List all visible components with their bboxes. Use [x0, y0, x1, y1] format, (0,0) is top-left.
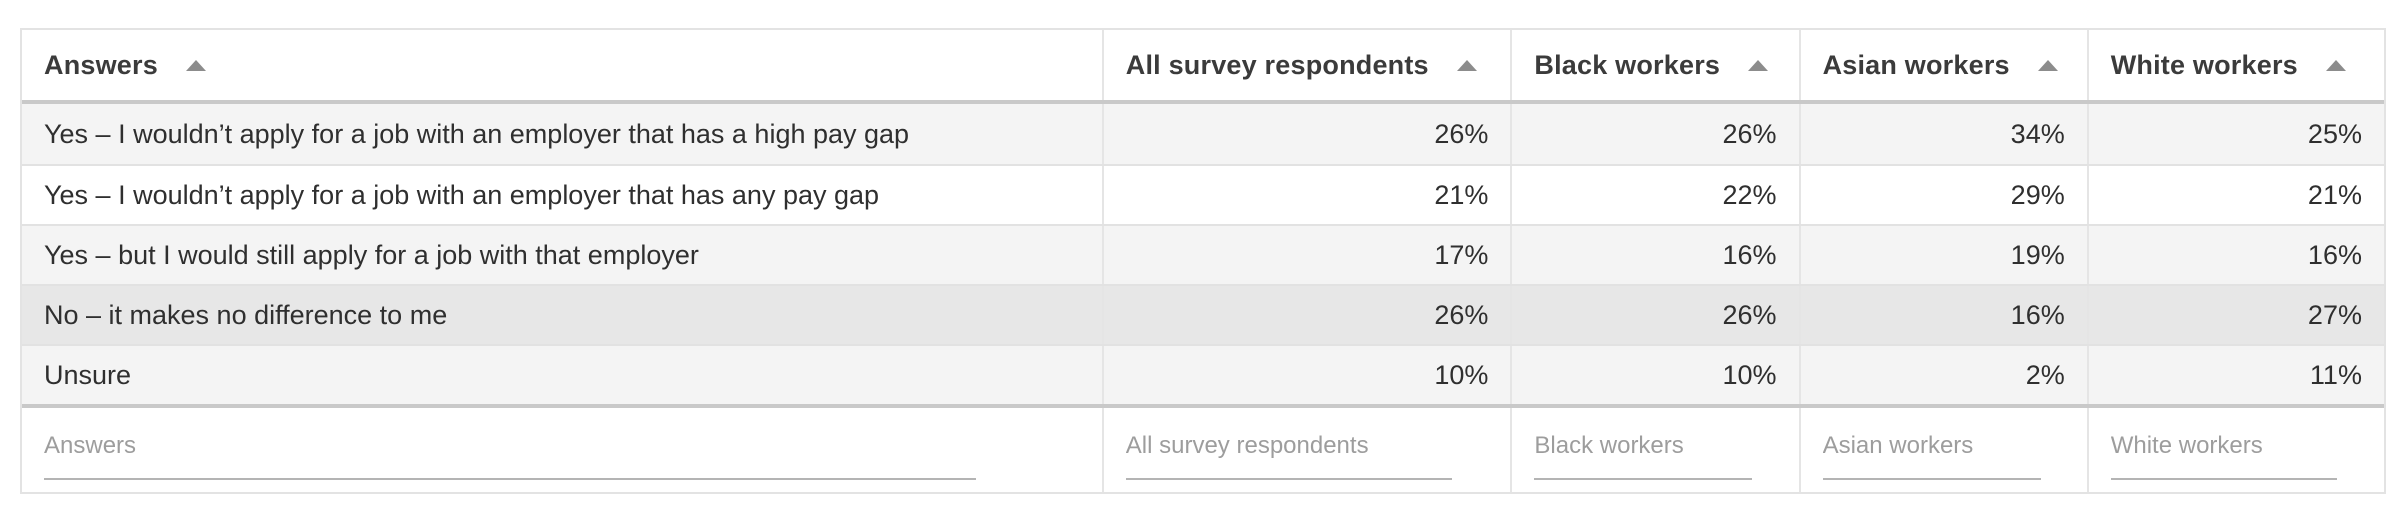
- table-filter-row: [22, 404, 2384, 492]
- column-header-label: White workers: [2110, 49, 2298, 80]
- table-row[interactable]: Yes – I wouldn’t apply for a job with an…: [22, 104, 2384, 164]
- filter-cell-all-survey-respondents: [1104, 408, 1513, 492]
- sort-ascending-icon: [1456, 59, 1477, 71]
- table-row-highlighted[interactable]: No – it makes no difference to me 26% 26…: [22, 284, 2384, 344]
- survey-results-table: Answers All survey respondents Black wor…: [20, 28, 2386, 494]
- value-cell-asian-workers: 2%: [1801, 346, 2089, 404]
- table-row[interactable]: Yes – I wouldn’t apply for a job with an…: [22, 164, 2384, 224]
- answer-cell: Unsure: [22, 346, 1104, 404]
- column-header-label: Answers: [44, 49, 158, 80]
- value-cell-black-workers: 16%: [1512, 226, 1801, 284]
- value-cell-all-survey-respondents: 26%: [1104, 104, 1513, 164]
- value-cell-asian-workers: 19%: [1801, 226, 2089, 284]
- value-cell-white-workers: 21%: [2307, 179, 2362, 210]
- value-cell-asian-workers: 16%: [1801, 286, 2089, 344]
- value-cell-black-workers: 26%: [1512, 104, 1801, 164]
- sort-ascending-icon: [185, 59, 206, 71]
- value-cell-white-workers: 27%: [2307, 299, 2362, 330]
- filter-cell-answers: [22, 408, 1104, 492]
- value-cell-asian-workers: 34%: [1801, 104, 2089, 164]
- filter-input-black-workers[interactable]: [1534, 432, 1753, 480]
- value-cell-white-workers: 16%: [2307, 239, 2362, 270]
- table-row[interactable]: Unsure 10% 10% 2% 11%: [22, 344, 2384, 404]
- column-header-black-workers[interactable]: Black workers: [1512, 30, 1801, 100]
- answer-cell: Yes – I wouldn’t apply for a job with an…: [22, 104, 1104, 164]
- column-header-label: Asian workers: [1822, 49, 2010, 80]
- column-header-white-workers[interactable]: White workers: [2089, 30, 2384, 100]
- value-cell-black-workers: 26%: [1512, 286, 1801, 344]
- value-cell-all-survey-respondents: 21%: [1104, 166, 1513, 224]
- column-header-answers[interactable]: Answers: [22, 30, 1104, 100]
- filter-cell-white-workers: [2089, 408, 2384, 492]
- filter-input-all-survey-respondents[interactable]: [1125, 432, 1453, 480]
- value-cell-all-survey-respondents: 17%: [1104, 226, 1513, 284]
- answer-cell: Yes – but I would still apply for a job …: [22, 226, 1104, 284]
- value-cell-black-workers: 22%: [1512, 166, 1801, 224]
- value-cell-white-workers: 25%: [2307, 118, 2362, 149]
- sort-ascending-icon: [2325, 59, 2346, 71]
- sort-ascending-icon: [1748, 59, 1769, 71]
- column-header-asian-workers[interactable]: Asian workers: [1801, 30, 2089, 100]
- column-header-label: All survey respondents: [1125, 49, 1429, 80]
- sort-ascending-icon: [2037, 59, 2058, 71]
- answer-cell: No – it makes no difference to me: [22, 286, 1104, 344]
- filter-input-answers[interactable]: [44, 432, 977, 480]
- value-cell-black-workers: 10%: [1512, 346, 1801, 404]
- table-header-row: Answers All survey respondents Black wor…: [22, 30, 2384, 104]
- value-cell-all-survey-respondents: 26%: [1104, 286, 1513, 344]
- column-header-all-survey-respondents[interactable]: All survey respondents: [1104, 30, 1513, 100]
- filter-cell-black-workers: [1512, 408, 1801, 492]
- table-row[interactable]: Yes – but I would still apply for a job …: [22, 224, 2384, 284]
- filter-input-white-workers[interactable]: [2110, 432, 2337, 480]
- value-cell-asian-workers: 29%: [1801, 166, 2089, 224]
- column-header-label: Black workers: [1534, 49, 1721, 80]
- value-cell-all-survey-respondents: 10%: [1104, 346, 1513, 404]
- filter-input-asian-workers[interactable]: [1822, 432, 2041, 480]
- value-cell-white-workers: 11%: [2309, 359, 2362, 390]
- filter-cell-asian-workers: [1801, 408, 2089, 492]
- answer-cell: Yes – I wouldn’t apply for a job with an…: [22, 166, 1104, 224]
